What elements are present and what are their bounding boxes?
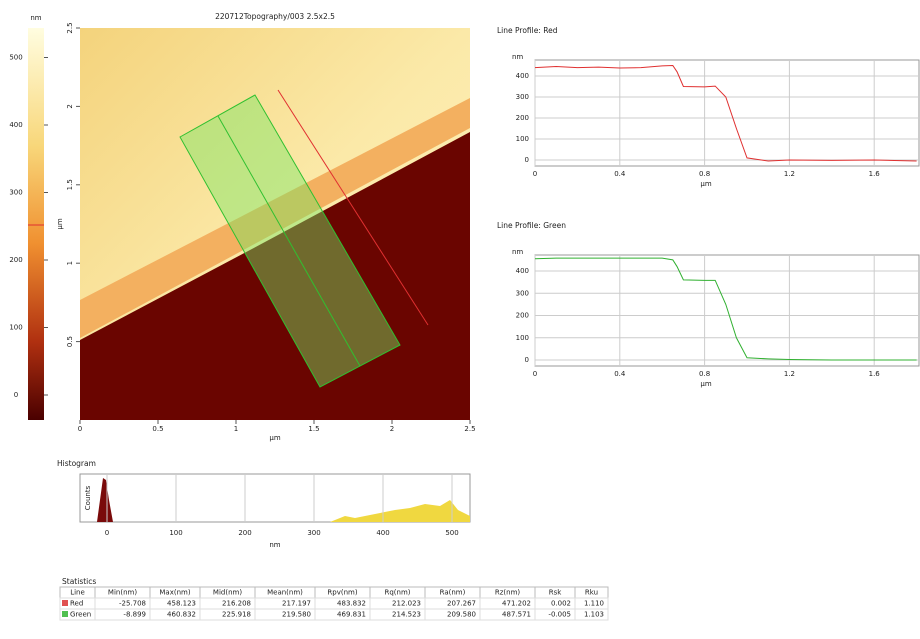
cell-text: -25.708: [119, 600, 146, 608]
image-title: 220712Topography/003 2.5x2.5: [215, 12, 335, 21]
x-tick-label: 0.8: [699, 370, 710, 378]
tick-label: 0: [14, 391, 18, 399]
x-unit: µm: [269, 434, 280, 442]
y-tick-label: 400: [516, 267, 529, 275]
x-tick-label: 2.5: [464, 425, 475, 433]
statistics-title: Statistics: [62, 577, 96, 586]
x-tick-label: 0: [533, 170, 537, 178]
cell-text: 225.918: [222, 611, 251, 619]
column-header: Rq(nm): [384, 589, 410, 597]
y-unit: nm: [512, 53, 523, 61]
cell-text: 209.580: [447, 611, 476, 619]
cell-text: -0.005: [548, 611, 571, 619]
profile-title: Line Profile: Red: [497, 26, 558, 35]
x-tick-label: 0.4: [614, 370, 626, 378]
histogram-unit: nm: [269, 541, 280, 549]
x-tick-label: 1.2: [784, 370, 795, 378]
statistics-table: Line Min(nm) Max(nm) Mid(nm) Mean(nm) Rpv(nm)…: [60, 587, 608, 620]
cell-text: 460.832: [167, 611, 196, 619]
column-header: Rpv(nm): [327, 589, 357, 597]
x-tick-label: 1: [234, 425, 238, 433]
cell-text: 487.571: [502, 611, 531, 619]
x-unit: µm: [700, 180, 711, 188]
cell-text: 212.023: [392, 600, 421, 608]
x-tick-label: 1.6: [869, 170, 881, 178]
tick-label: 500: [9, 54, 22, 62]
cell-text: 1.110: [584, 600, 604, 608]
column-header: Mid(nm): [213, 589, 242, 597]
x-tick-label: 0: [105, 529, 109, 537]
cell-text: 469.831: [337, 611, 366, 619]
colorbar: [28, 28, 44, 420]
y-tick-label: 1: [66, 261, 74, 265]
colorbar-unit: nm: [30, 14, 41, 22]
x-tick-label: 0: [78, 425, 82, 433]
y-tick-label: 1.5: [66, 179, 74, 190]
y-tick-label: 0.5: [66, 336, 74, 347]
y-tick-label: 300: [516, 93, 529, 101]
screen: 220712Topography/003 2.5x2.5 nm µm µm Li…: [0, 0, 920, 639]
y-tick-label: 2.5: [66, 22, 74, 33]
x-tick-label: 2: [390, 425, 394, 433]
cell-text: 0.002: [551, 600, 571, 608]
tick-label: 100: [9, 324, 22, 332]
histogram-title: Histogram: [57, 459, 96, 468]
x-tick-label: 0: [533, 370, 537, 378]
x-tick-label: 0.8: [699, 170, 710, 178]
column-header: Line: [70, 589, 85, 597]
column-header: Rku: [585, 589, 598, 597]
cell-text: Green: [70, 611, 91, 619]
x-tick-label: 300: [307, 529, 320, 537]
x-tick-label: 200: [238, 529, 251, 537]
cell-text: 207.267: [447, 600, 476, 608]
x-tick-label: 1.5: [308, 425, 319, 433]
cell-text: 1.103: [584, 611, 604, 619]
cell-text: -8.899: [123, 611, 146, 619]
y-tick-label: 0: [525, 156, 529, 164]
y-tick-label: 300: [516, 289, 529, 297]
cell-text: 458.123: [167, 600, 196, 608]
column-header: Mean(nm): [267, 589, 303, 597]
x-tick-label: 400: [376, 529, 389, 537]
histogram-y-label: Counts: [84, 485, 92, 510]
topography-image: [80, 28, 470, 420]
x-tick-label: 0.4: [614, 170, 626, 178]
plot-area: [535, 255, 919, 366]
y-tick-label: 200: [516, 114, 529, 122]
tick-label: 400: [9, 121, 22, 129]
column-header: Max(nm): [159, 589, 190, 597]
column-header: Min(nm): [108, 589, 137, 597]
cell-text: 214.523: [392, 611, 421, 619]
y-tick-label: 100: [516, 135, 529, 143]
y-tick-label: 0: [525, 356, 529, 364]
y-unit: nm: [512, 248, 523, 256]
swatch: [62, 600, 68, 606]
cell-text: 217.197: [282, 600, 311, 608]
cell-text: 219.580: [282, 611, 311, 619]
y-unit: µm: [56, 218, 64, 229]
x-tick-label: 500: [445, 529, 458, 537]
y-tick-label: 100: [516, 334, 529, 342]
x-unit: µm: [700, 380, 711, 388]
cell-text: Red: [70, 600, 83, 608]
cell-text: 216.208: [222, 600, 251, 608]
column-header: Rsk: [549, 589, 563, 597]
y-tick-label: 400: [516, 72, 529, 80]
x-tick-label: 0.5: [152, 425, 163, 433]
cell-text: 483.832: [337, 600, 366, 608]
tick-label: 200: [9, 256, 22, 264]
y-tick-label: 2: [66, 104, 74, 108]
x-tick-label: 1.2: [784, 170, 795, 178]
x-tick-label: 100: [169, 529, 182, 537]
swatch: [62, 611, 68, 617]
column-header: Ra(nm): [440, 589, 466, 597]
column-header: Rz(nm): [495, 589, 521, 597]
profile-title: Line Profile: Green: [497, 221, 566, 230]
tick-label: 300: [9, 189, 22, 197]
x-tick-label: 1.6: [869, 370, 881, 378]
cell-text: 471.202: [502, 600, 531, 608]
y-tick-label: 200: [516, 312, 529, 320]
